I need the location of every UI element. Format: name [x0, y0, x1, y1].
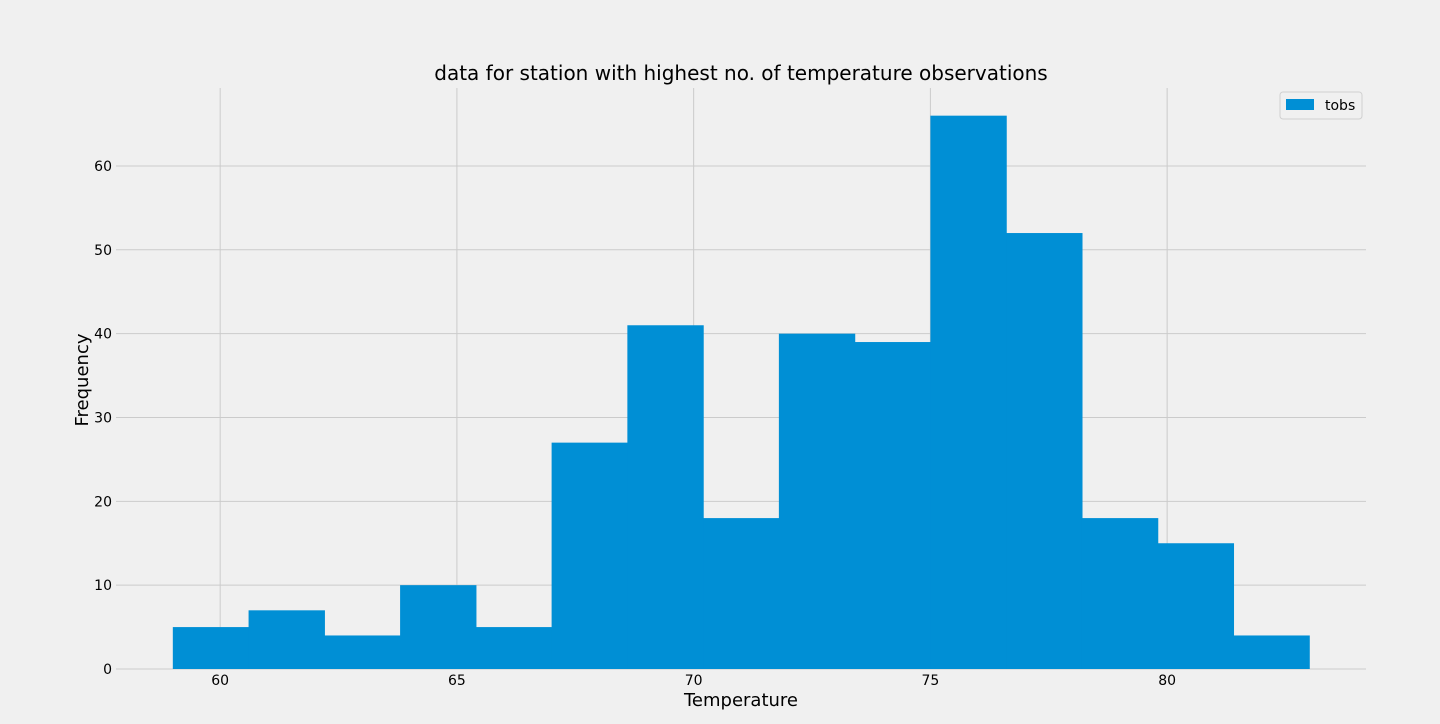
histogram-bar — [1233, 635, 1310, 669]
histogram-bar — [703, 518, 780, 669]
x-tick-label: 70 — [685, 673, 703, 689]
y-tick-label: 0 — [103, 662, 112, 678]
x-tick-label: 60 — [211, 673, 229, 689]
y-tick-label: 20 — [94, 494, 112, 510]
legend: tobs — [1279, 91, 1363, 120]
histogram-bar — [324, 635, 401, 669]
histogram-bar — [854, 342, 931, 669]
legend-label-tobs: tobs — [1325, 98, 1355, 114]
legend-box — [1279, 91, 1363, 120]
legend-swatch-tobs — [1286, 99, 1314, 110]
y-tick-label: 10 — [94, 578, 112, 594]
histogram-bar — [1006, 233, 1083, 669]
histogram-bar — [551, 442, 628, 669]
y-tick-label: 60 — [94, 159, 112, 175]
y-axis-label: Frequency — [72, 333, 93, 426]
histogram-bar — [1081, 518, 1159, 669]
x-tick-label: 65 — [448, 673, 466, 689]
histogram-bar — [475, 627, 553, 669]
histogram-bar — [930, 115, 1007, 669]
x-tick-label: 75 — [921, 673, 939, 689]
x-tick-label: 80 — [1158, 673, 1176, 689]
bars-layer — [172, 115, 1310, 669]
x-axis-label: Temperature — [683, 690, 798, 711]
histogram-bar — [172, 627, 250, 669]
histogram-bar — [627, 325, 704, 669]
histogram-bar — [400, 585, 477, 669]
histogram-bar — [778, 333, 856, 669]
ticks-layer: 0 10 20 30 40 50 60 60 65 70 75 80 — [94, 159, 1176, 689]
histogram-bar — [1157, 543, 1235, 669]
y-tick-label: 50 — [94, 243, 112, 259]
chart-title: data for station with highest no. of tem… — [434, 61, 1047, 85]
y-tick-label: 40 — [94, 327, 112, 343]
y-tick-label: 30 — [94, 410, 112, 426]
histogram-bar — [248, 610, 325, 669]
